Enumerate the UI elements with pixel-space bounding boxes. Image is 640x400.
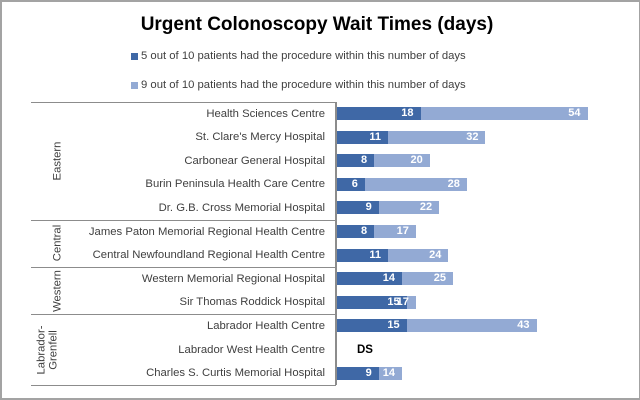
bar-value-label: 22 [419,201,433,214]
bar-value-label: 32 [466,130,479,143]
region-label-line: Western [51,269,64,312]
group-separator-line [31,101,336,103]
bar-value-label: 20 [410,154,423,167]
region-label-line: Central [51,225,64,262]
bar-median-days [337,248,389,262]
region-label-line: Grenfell [47,329,59,370]
bar-value-label: 11 [369,130,382,143]
bar-value-label: 43 [517,319,530,332]
category-axis-line [335,101,337,385]
region-label-text: Eastern [51,141,64,181]
category-label: Labrador West Health Centre [178,343,325,356]
region-label-text: Central [51,225,64,262]
region-label-line: Eastern [51,141,64,181]
bar-90th-percentile-days [337,177,467,191]
bar-value-label: 24 [429,248,442,261]
bar-value-label: 9 [365,201,372,214]
category-label: Burin Peninsula Health Care Centre [145,178,325,191]
group-separator-line [31,266,336,268]
bar-value-label: 11 [369,248,382,261]
bar-median-days [337,366,379,380]
category-label: Charles S. Curtis Memorial Hospital [146,367,325,380]
category-label: Carbonear General Hospital [184,154,325,167]
bar-value-label: 8 [360,154,368,167]
bar-value-label: 8 [360,225,368,237]
bar-value-label: 9 [365,366,372,379]
bar-median-days [337,201,379,215]
bar-value-label: 17 [396,225,409,237]
bar-median-days [337,295,407,309]
bar-median-days [337,154,375,168]
legend-label: 9 out of 10 patients had the procedure w… [141,79,466,91]
bar-median-days [337,225,375,238]
region-label-text: Western [51,269,64,312]
bar-value-label: 25 [433,272,446,285]
category-label: Health Sciences Centre [206,107,325,120]
bar-median-days [337,319,407,333]
category-label: Central Newfoundland Regional Health Cen… [92,249,325,262]
legend-swatch-light-blue [131,81,138,89]
bar-value-label: 14 [382,366,395,379]
category-label: James Paton Memorial Regional Health Cen… [88,225,325,238]
bar-value-label: 28 [447,177,460,190]
data-suppressed-annotation: DS [357,343,373,356]
bar-value-label: 15 [387,319,400,332]
category-label: Labrador Health Centre [206,319,325,332]
bar-median-days [337,272,402,286]
category-label: Sir Thomas Roddick Hospital [179,296,325,309]
legend-swatch-dark-blue [131,52,138,60]
bar-value-label: 6 [351,177,358,190]
category-label: Dr. G.B. Cross Memorial Hospital [158,201,325,214]
group-separator-line [31,384,336,386]
chart-title: Urgent Colonoscopy Wait Times (days) [140,14,494,35]
region-label-line: Labrador- [35,325,48,374]
group-separator-line [31,219,336,221]
bar-value-label: 17 [396,295,409,308]
legend-label: 5 out of 10 patients had the procedure w… [141,50,466,62]
bar-median-days [337,130,389,144]
region-label-text: Labrador- Grenfell [35,325,60,374]
bar-value-label: 18 [401,107,414,119]
bar-median-days [337,107,421,120]
category-label: St. Clare's Mercy Hospital [195,131,325,144]
bar-value-label: 14 [382,272,395,285]
bar-value-label: 54 [568,107,581,119]
category-label: Western Memorial Regional Hospital [141,272,325,285]
bar-value-label: 15 [387,295,400,308]
group-separator-line [31,314,336,316]
bar-median-days [337,177,365,191]
